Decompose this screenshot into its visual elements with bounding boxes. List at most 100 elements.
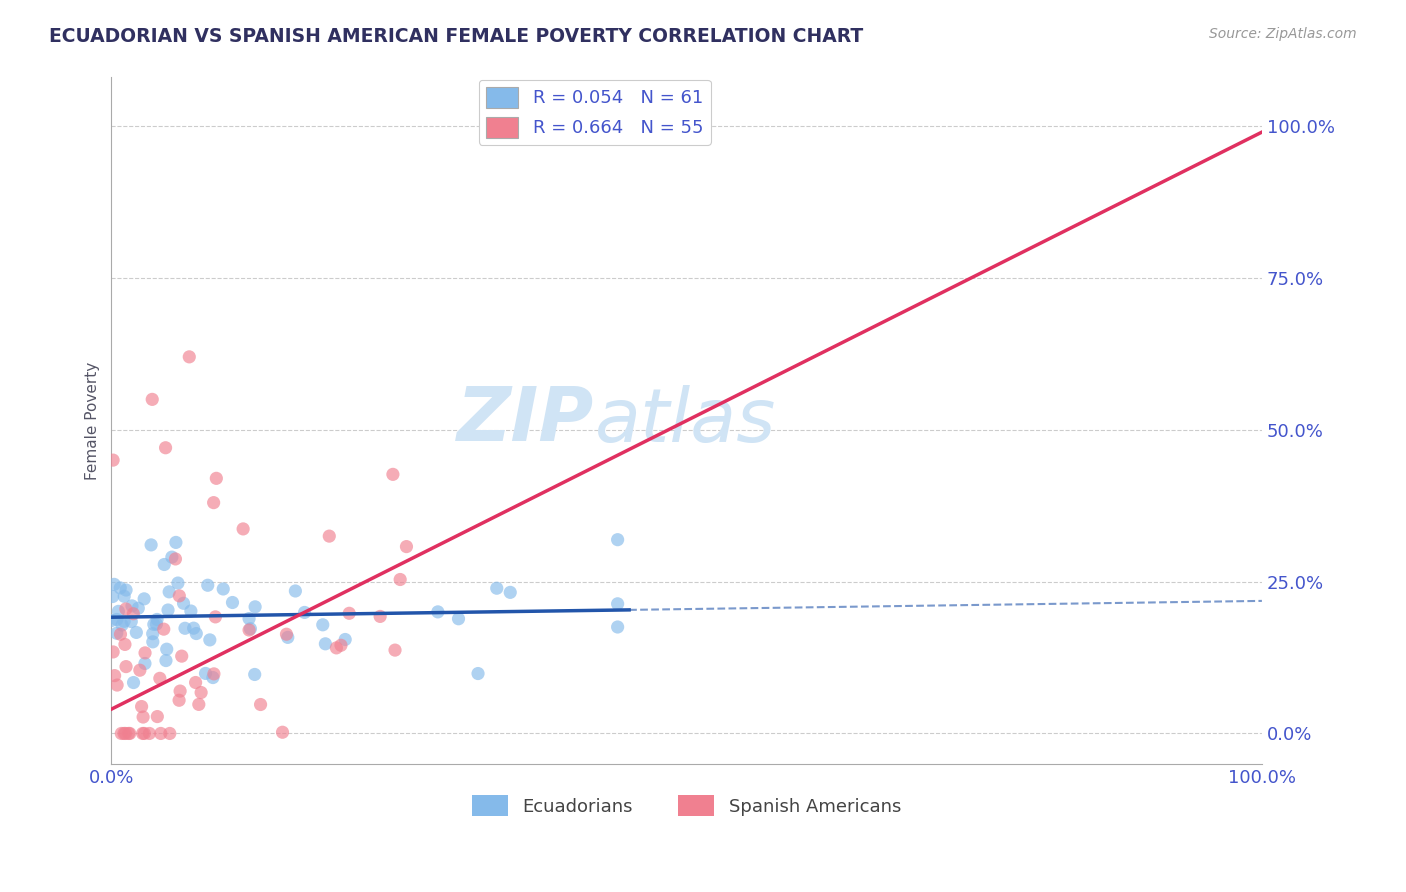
Point (318, 529, 340, 543)
Point (426, 605, 449, 619)
Point (156, 642, 179, 657)
Point (127, 601, 149, 615)
Point (128, 663, 150, 677)
Point (606, 597, 628, 611)
Point (105, 612, 128, 626)
Point (368, 609, 391, 624)
Point (142, 617, 165, 632)
Point (101, 645, 124, 659)
Point (139, 538, 162, 552)
Text: ECUADORIAN VS SPANISH AMERICAN FEMALE POVERTY CORRELATION CHART: ECUADORIAN VS SPANISH AMERICAN FEMALE PO… (49, 27, 863, 45)
Point (155, 441, 177, 455)
Point (107, 604, 129, 618)
Point (173, 596, 195, 610)
Point (174, 621, 197, 635)
Point (325, 640, 347, 655)
Point (165, 535, 187, 549)
Point (395, 540, 418, 554)
Point (202, 495, 225, 509)
Point (186, 626, 208, 640)
Point (205, 471, 228, 485)
Point (117, 726, 139, 740)
Point (134, 726, 156, 740)
Point (120, 615, 142, 629)
Point (183, 621, 205, 635)
Point (201, 671, 224, 685)
Point (330, 638, 353, 652)
Point (132, 710, 155, 724)
Point (138, 726, 160, 740)
Text: Source: ZipAtlas.com: Source: ZipAtlas.com (1209, 27, 1357, 41)
Point (110, 581, 132, 595)
Point (121, 599, 143, 613)
Point (149, 671, 172, 685)
Point (170, 649, 193, 664)
Point (294, 606, 316, 620)
Point (190, 685, 212, 699)
Text: ZIP: ZIP (457, 384, 595, 457)
Point (198, 632, 221, 647)
Point (142, 635, 165, 649)
Point (152, 622, 174, 636)
Point (111, 618, 134, 632)
Point (179, 350, 201, 364)
Text: atlas: atlas (595, 384, 776, 457)
Point (105, 626, 128, 640)
Point (239, 622, 262, 636)
Point (112, 615, 135, 629)
Point (167, 576, 190, 591)
Point (381, 467, 404, 482)
Point (149, 726, 172, 740)
Point (110, 627, 132, 641)
Point (167, 693, 190, 707)
Point (204, 610, 226, 624)
Point (467, 666, 489, 681)
Point (155, 654, 177, 668)
Point (118, 726, 141, 740)
Point (134, 646, 156, 660)
Point (169, 589, 191, 603)
Point (284, 584, 307, 599)
Point (159, 726, 181, 740)
Point (112, 589, 135, 603)
Point (243, 667, 266, 681)
Point (447, 612, 470, 626)
Point (194, 666, 217, 681)
Point (153, 558, 176, 572)
Point (277, 631, 299, 645)
Point (606, 533, 628, 547)
Point (202, 666, 225, 681)
Point (122, 675, 145, 690)
Point (115, 659, 138, 673)
Point (114, 602, 136, 616)
Legend: Ecuadorians, Spanish Americans: Ecuadorians, Spanish Americans (465, 789, 908, 823)
Point (197, 578, 219, 592)
Point (122, 607, 145, 621)
Point (249, 698, 271, 712)
Point (187, 698, 209, 712)
Point (271, 725, 294, 739)
Point (312, 617, 335, 632)
Point (606, 620, 628, 634)
Point (142, 626, 165, 640)
Point (337, 607, 360, 621)
Y-axis label: Female Poverty: Female Poverty (86, 361, 100, 480)
Point (114, 726, 136, 740)
Point (110, 726, 132, 740)
Point (314, 637, 336, 651)
Point (238, 611, 260, 625)
Point (160, 550, 183, 565)
Point (100, 614, 122, 628)
Point (157, 585, 180, 599)
Point (115, 582, 138, 597)
Point (232, 522, 254, 536)
Point (485, 581, 508, 595)
Point (184, 675, 207, 690)
Point (101, 453, 124, 467)
Point (104, 668, 127, 682)
Point (146, 612, 169, 626)
Point (165, 552, 187, 566)
Point (103, 577, 125, 591)
Point (238, 623, 260, 637)
Point (114, 637, 136, 651)
